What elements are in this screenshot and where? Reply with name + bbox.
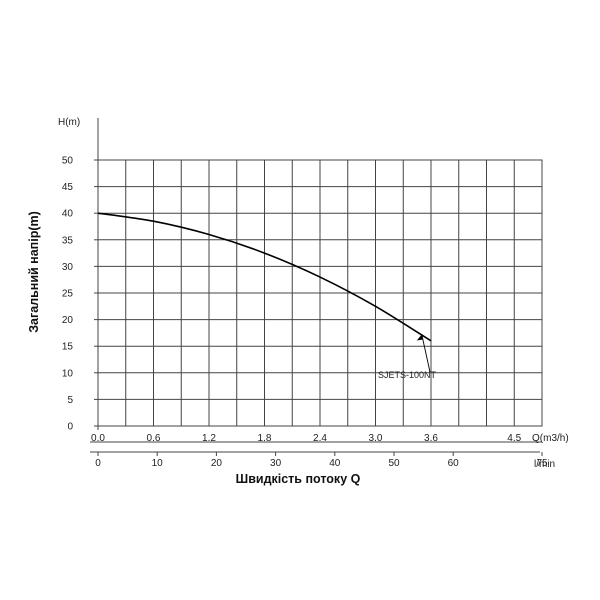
x2-tick-label: 0 [95, 458, 101, 469]
x2-tick-label: 40 [329, 458, 341, 469]
y-tick-label: 35 [62, 235, 74, 246]
x1-tick-label: 3.6 [424, 433, 438, 444]
x2-tick-label: 50 [388, 458, 400, 469]
series-leader-arrowhead [416, 334, 423, 341]
x1-tick-label: 0.6 [147, 433, 161, 444]
x2-unit-label: l/min [534, 459, 555, 470]
series: SJETS-100NT [97, 212, 437, 380]
y-axis-title: Загальний напір(m) [27, 211, 41, 333]
x2-tick-label: 75 [536, 458, 548, 469]
x-axis-title: Швидкість потоку Q [236, 472, 361, 486]
x1-unit-label: Q(m3/h) [532, 433, 569, 444]
y-tick-label: 0 [67, 422, 73, 433]
y-tick-label: 45 [62, 182, 74, 193]
x2-tick-label: 30 [270, 458, 282, 469]
series-name-label: SJETS-100NT [378, 370, 437, 380]
x1-tick-label: 3.0 [369, 433, 383, 444]
y-tick-label: 20 [62, 315, 74, 326]
x2-tick-label: 60 [448, 458, 460, 469]
x2-tick-label: 10 [152, 458, 164, 469]
x1-tick-label: 4.5 [507, 433, 521, 444]
y-tick-label: 50 [62, 156, 74, 167]
x1-tick-label: 1.8 [258, 433, 272, 444]
y-tick-label: 15 [62, 342, 74, 353]
x1-tick-label: 2.4 [313, 433, 327, 444]
x2-tick-label: 20 [211, 458, 223, 469]
y-tick-label: 30 [62, 262, 74, 273]
y-unit-label: H(m) [58, 117, 80, 128]
axes [90, 118, 543, 456]
tick-labels: 0 5 10 15 20 25 30 35 40 45 50 0.0 0.6 1.2 1.8 2.4 3.0 3.… [62, 156, 548, 470]
y-tick-label: 5 [67, 395, 73, 406]
series-leader-line [421, 334, 431, 373]
y-tick-label: 25 [62, 289, 74, 300]
grid [97, 159, 543, 427]
x1-tick-label: 0.0 [91, 433, 105, 444]
y-tick-label: 40 [62, 209, 74, 220]
series-line-0 [97, 212, 432, 342]
x1-tick-label: 1.2 [202, 433, 216, 444]
y-tick-label: 10 [62, 368, 74, 379]
